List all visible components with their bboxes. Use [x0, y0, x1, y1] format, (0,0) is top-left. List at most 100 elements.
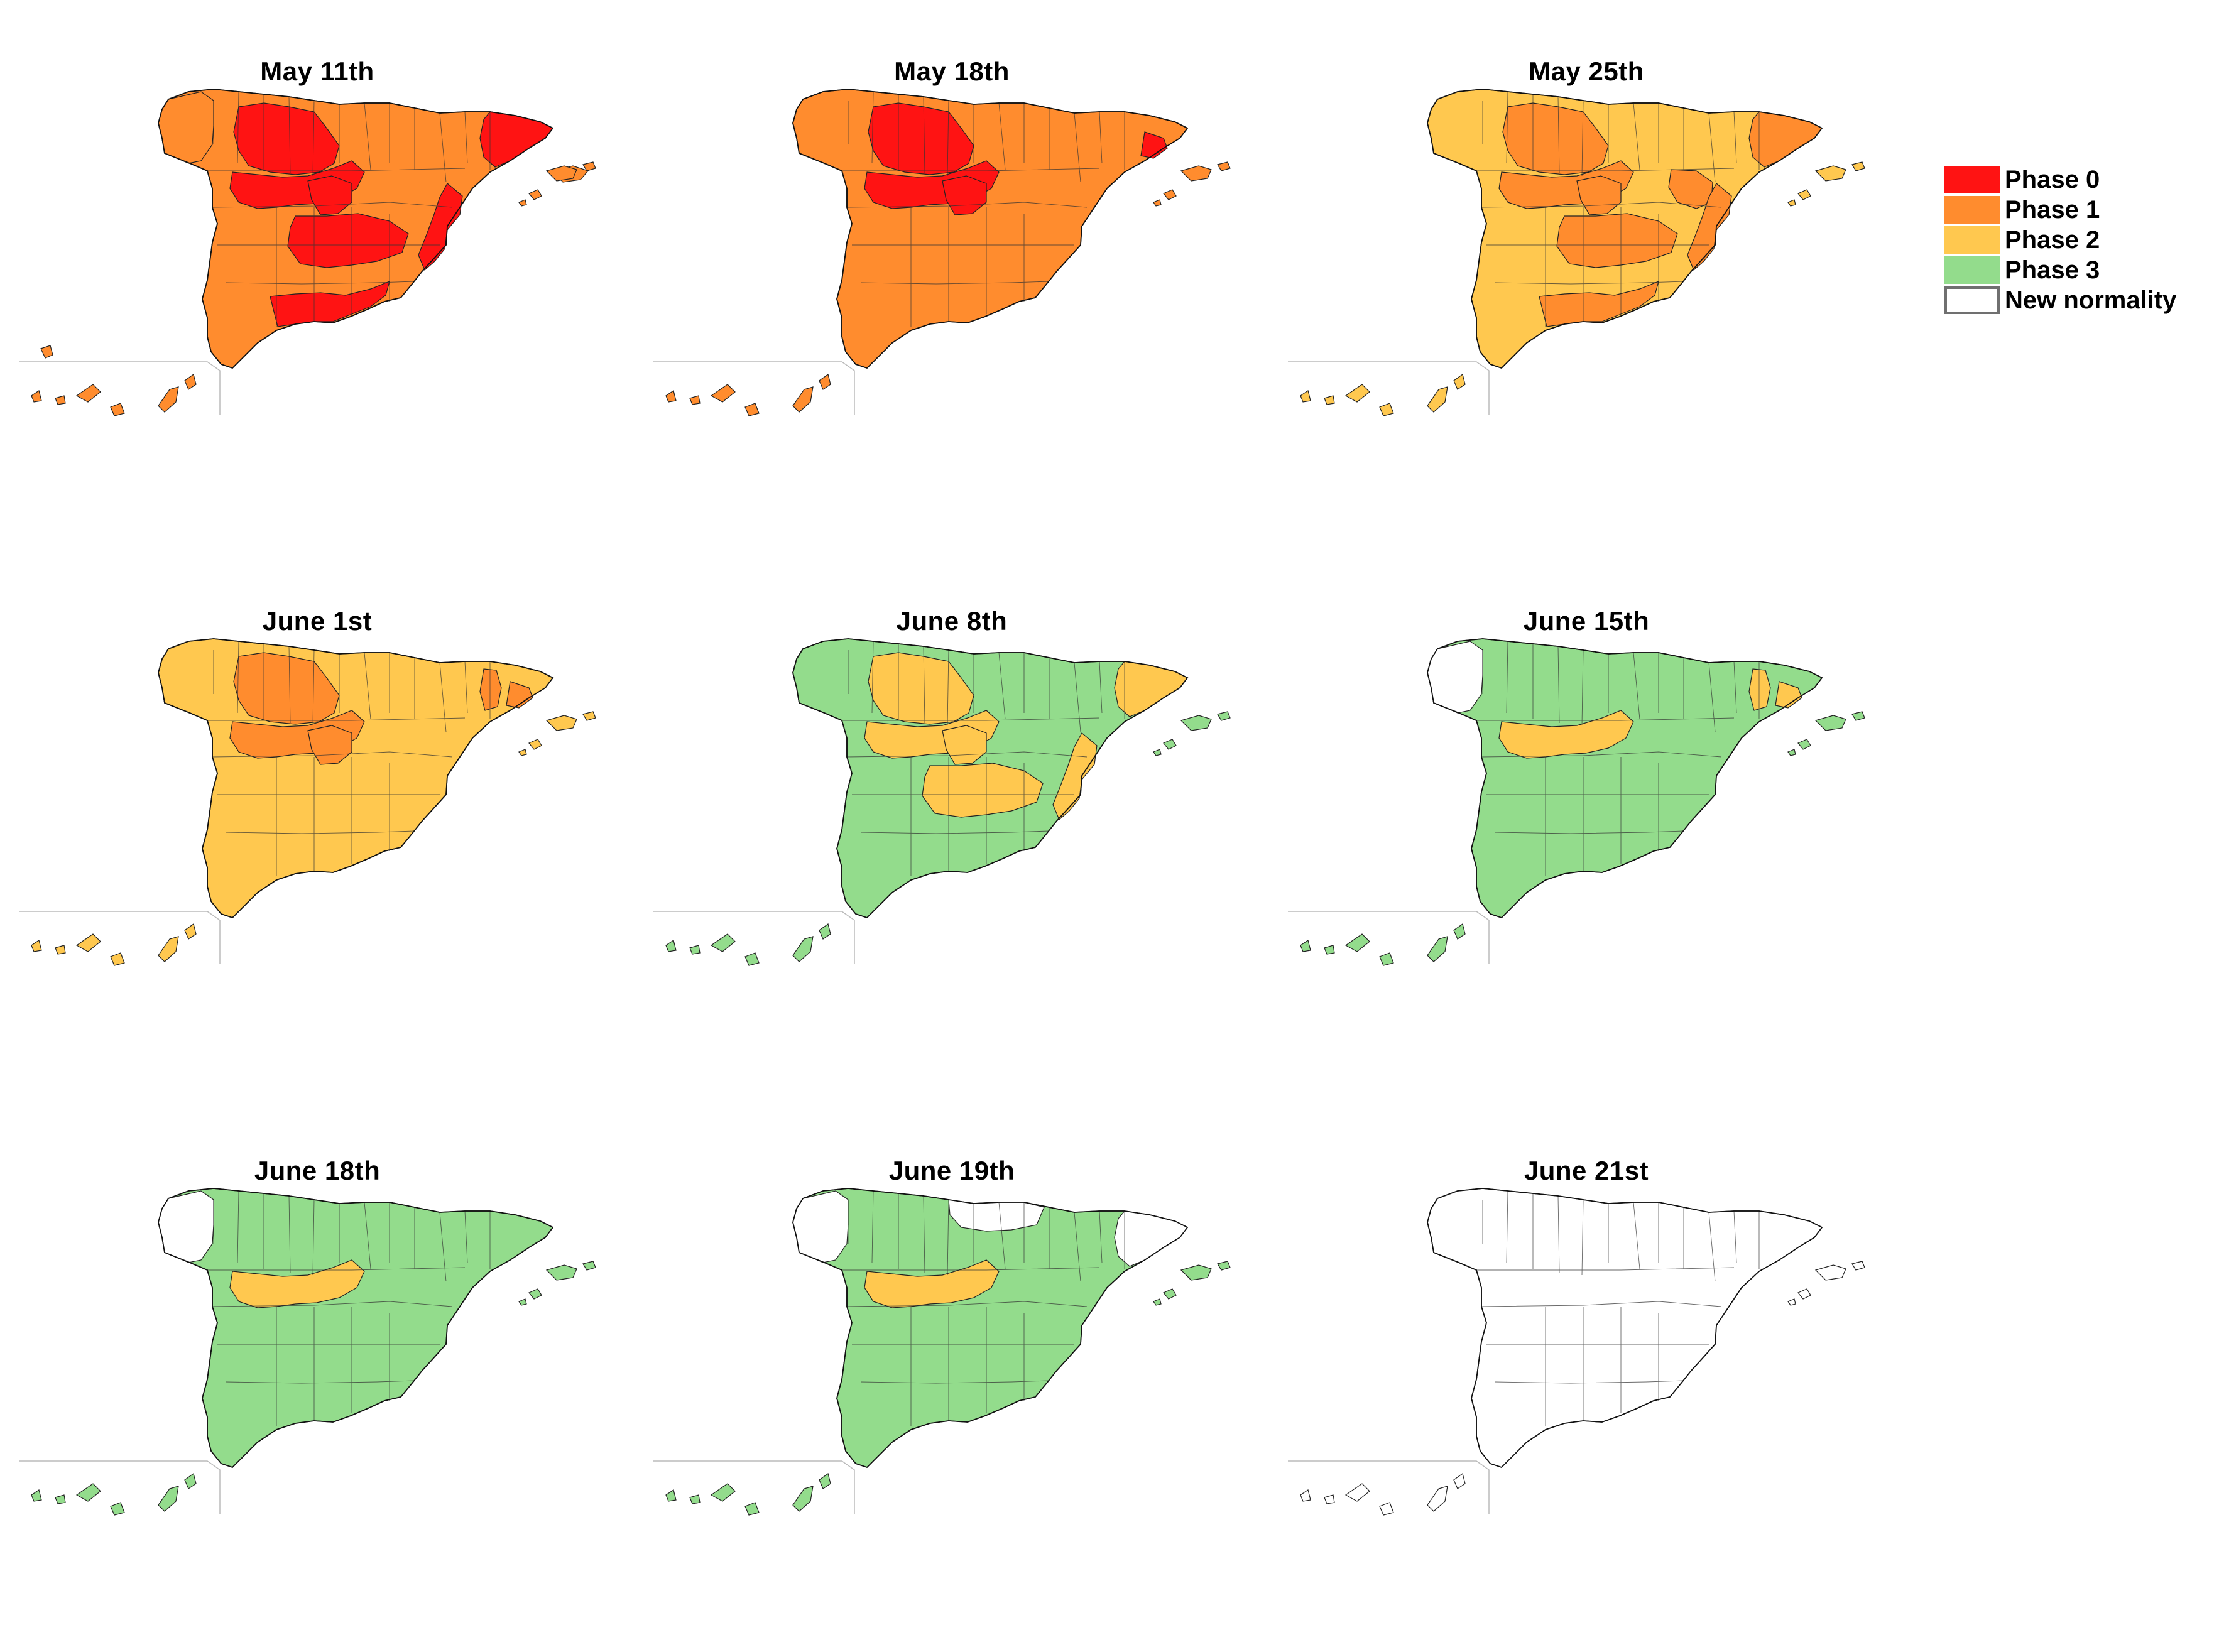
legend-swatch — [1944, 226, 2000, 254]
region-castilla-la-mancha — [287, 213, 409, 268]
canary-inset-frame — [1288, 1460, 1490, 1514]
canary-island — [689, 1494, 701, 1504]
coastline — [158, 89, 554, 369]
canary-island — [1344, 933, 1370, 952]
canary-inset-frame — [19, 1460, 221, 1514]
balearic-island — [545, 715, 577, 731]
balearic-island — [1851, 1261, 1865, 1271]
canary-island — [1300, 390, 1311, 403]
spain-map — [19, 638, 596, 966]
balearic-island — [1180, 1264, 1212, 1281]
canary-island — [710, 933, 736, 952]
balearic-island — [1814, 1264, 1846, 1281]
canary-island — [744, 1502, 760, 1516]
legend-swatch — [1944, 166, 2000, 193]
canary-island — [184, 923, 197, 940]
canary-island — [184, 373, 197, 390]
balearic-island — [1797, 1288, 1811, 1300]
canary-inset-frame — [653, 911, 855, 964]
legend-item-new-normality: New normality — [1944, 285, 2176, 315]
map-panel-2: May 18th — [635, 38, 1269, 553]
canary-island — [819, 1472, 831, 1489]
province-borders — [207, 641, 491, 876]
coastline — [1427, 1188, 1823, 1469]
region-canarias — [40, 345, 53, 359]
map-panel-8: June 19th — [635, 1137, 1269, 1652]
balearic-island — [1163, 189, 1177, 200]
canary-island — [55, 1494, 66, 1504]
canary-island — [689, 395, 701, 405]
balearic-island — [1153, 1298, 1162, 1306]
province-borders — [1476, 91, 1760, 327]
balearic-island — [1217, 1261, 1231, 1271]
balearic-island — [1163, 739, 1177, 750]
region-catalonia — [479, 111, 553, 168]
balearic-island — [1163, 1288, 1177, 1300]
canary-island — [792, 386, 814, 413]
region-catalonia — [1114, 1210, 1188, 1267]
balearic-island — [582, 161, 596, 171]
canary-island — [1379, 1502, 1394, 1516]
balearic-island — [1787, 749, 1796, 756]
balearic-island — [518, 199, 527, 207]
canary-inset-frame — [19, 911, 221, 964]
canary-island — [819, 923, 831, 940]
province-borders — [1476, 1190, 1760, 1426]
map-title: June 15th — [1523, 606, 1650, 636]
legend-item-phase-0: Phase 0 — [1944, 165, 2176, 195]
region-catalonia — [1114, 661, 1188, 717]
legend-swatch — [1944, 256, 2000, 284]
legend-label: Phase 1 — [2005, 195, 2100, 224]
canary-island — [1324, 945, 1335, 955]
balearic-island — [1217, 161, 1231, 171]
canary-island — [1324, 1494, 1335, 1504]
map-panel-9: June 21st — [1269, 1137, 1904, 1652]
region-madrid — [1576, 175, 1622, 215]
canary-island — [665, 1489, 677, 1502]
coastline — [792, 89, 1189, 369]
balearic-island — [528, 739, 542, 750]
canary-island — [1453, 373, 1466, 390]
province-borders — [842, 91, 1125, 327]
balearic-island — [518, 1298, 527, 1306]
balearic-island — [1797, 189, 1811, 200]
province-borders — [207, 91, 491, 327]
legend-item-phase-3: Phase 3 — [1944, 255, 2176, 285]
canary-island — [55, 395, 66, 405]
region-aragon-south — [1668, 169, 1713, 209]
canary-island — [158, 386, 179, 413]
balearic-island — [528, 189, 542, 200]
balearic-island — [582, 1261, 596, 1271]
balearic-island — [545, 1264, 577, 1281]
legend-label: Phase 3 — [2005, 256, 2100, 284]
map-panel-1: May 11th — [0, 38, 635, 553]
legend: Phase 0 Phase 1 Phase 2 Phase 3 New norm… — [1944, 165, 2176, 315]
canary-island — [110, 403, 125, 416]
region-valencia — [1687, 183, 1732, 271]
canary-island — [665, 940, 677, 952]
canary-island — [158, 936, 179, 962]
canary-island — [31, 940, 42, 952]
canary-island — [1427, 1486, 1448, 1512]
canary-island — [792, 1486, 814, 1512]
spain-map — [1288, 638, 1865, 966]
region-castilla-leon-north — [868, 652, 974, 725]
province-borders — [842, 1190, 1125, 1426]
province-borders — [842, 641, 1125, 876]
region-castilla-leon-north — [868, 102, 974, 175]
balearic-island — [1153, 199, 1162, 207]
coastline — [158, 638, 554, 919]
spain-map — [1288, 89, 1865, 416]
legend-swatch — [1944, 196, 2000, 224]
region-barcelona — [1775, 681, 1802, 709]
map-title: June 18th — [254, 1156, 381, 1185]
canary-island — [710, 384, 736, 403]
balearic-island — [1180, 715, 1212, 731]
canary-island — [75, 1483, 101, 1502]
spain-map — [653, 1188, 1231, 1516]
canary-island — [1427, 936, 1448, 962]
balearic-island — [1153, 749, 1162, 756]
mainland-spain — [792, 89, 1189, 369]
region-castilla-leon-south — [864, 1259, 1000, 1308]
region-castilla-la-mancha — [1556, 213, 1678, 268]
